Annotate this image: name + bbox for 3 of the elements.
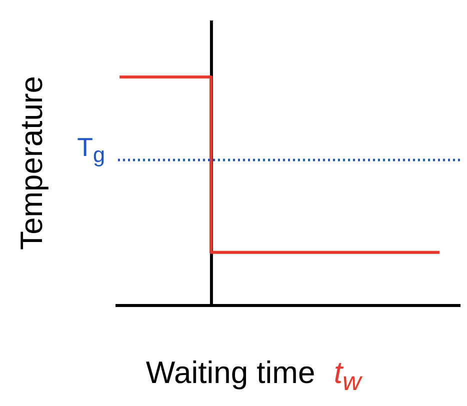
x-axis-title: Waiting time t$_{w}$: [146, 355, 362, 396]
ref-line-label: T$_{g}$: [77, 132, 105, 168]
y-axis-title: Temperature: [14, 75, 50, 250]
